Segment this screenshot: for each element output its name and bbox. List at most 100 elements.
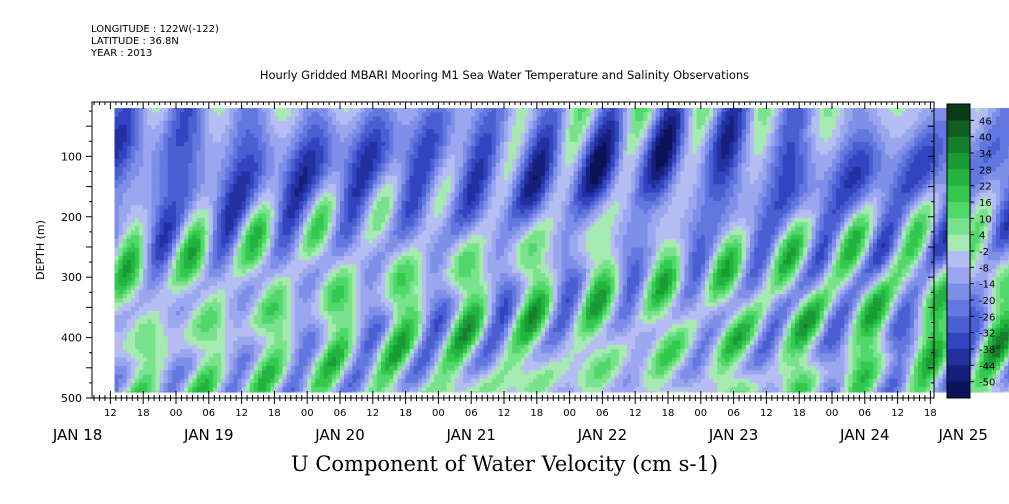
heatmap-cell — [196, 315, 202, 321]
heatmap-cell — [385, 179, 390, 185]
heatmap-cell — [171, 247, 177, 253]
heatmap-cell — [221, 141, 226, 147]
heatmap-cell — [249, 222, 255, 228]
heatmap-cell — [294, 230, 300, 236]
heatmap-cell — [344, 382, 349, 388]
heatmap-cell — [204, 319, 210, 325]
heatmap-cell — [176, 315, 181, 321]
heatmap-cell — [126, 268, 132, 274]
heatmap-cell — [290, 247, 296, 253]
heatmap-cell — [139, 387, 144, 392]
heatmap-cell — [303, 222, 308, 228]
heatmap-cell — [262, 239, 267, 244]
heatmap-cell — [159, 226, 165, 232]
heatmap-cell — [278, 370, 284, 376]
heatmap-cell — [237, 179, 243, 185]
heatmap-cell — [151, 163, 157, 168]
heatmap-cell — [155, 323, 161, 329]
heatmap-cell — [381, 129, 386, 135]
heatmap-cell — [266, 108, 271, 113]
heatmap-cell — [118, 268, 124, 274]
heatmap-cell — [360, 188, 366, 194]
heatmap-cell — [176, 239, 181, 244]
heatmap-cell — [241, 264, 247, 270]
heatmap-cell — [364, 268, 370, 274]
heatmap-cell — [221, 391, 226, 393]
heatmap-cell — [200, 205, 206, 211]
heatmap-cell — [258, 116, 263, 122]
heatmap-cell — [155, 230, 161, 236]
heatmap-cell — [381, 150, 386, 156]
heatmap-cell — [233, 365, 239, 371]
heatmap-cell — [135, 340, 140, 346]
heatmap-cell — [192, 108, 198, 113]
heatmap-cell — [372, 184, 378, 189]
heatmap-cell — [327, 213, 333, 219]
heatmap-cell — [352, 239, 357, 244]
heatmap-cell — [233, 163, 239, 168]
heatmap-cell — [245, 332, 251, 337]
heatmap-cell — [307, 108, 312, 113]
heatmap-cell — [139, 184, 144, 189]
heatmap-cell — [262, 226, 267, 232]
heatmap-cell — [176, 192, 181, 198]
heatmap-cell — [270, 251, 275, 257]
heatmap-cell — [360, 294, 366, 299]
heatmap-cell — [143, 251, 148, 257]
heatmap-cell — [200, 137, 206, 143]
heatmap-cell — [241, 374, 247, 380]
heatmap-cell — [167, 378, 173, 384]
heatmap-cell — [118, 281, 124, 287]
heatmap-cell — [204, 158, 210, 164]
heatmap-cell — [401, 184, 407, 189]
heatmap-cell — [282, 205, 288, 211]
heatmap-cell — [364, 150, 370, 156]
heatmap-cell — [364, 315, 370, 321]
heatmap-cell — [409, 247, 415, 253]
heatmap-cell — [274, 188, 280, 194]
heatmap-cell — [335, 201, 341, 206]
heatmap-cell — [188, 260, 193, 266]
heatmap-cell — [356, 154, 362, 160]
heatmap-cell — [163, 302, 169, 308]
heatmap-cell — [360, 163, 366, 168]
heatmap-cell — [114, 196, 120, 202]
heatmap-cell — [286, 391, 292, 393]
heatmap-cell — [147, 129, 152, 135]
heatmap-cell — [348, 234, 353, 240]
heatmap-cell — [192, 112, 198, 118]
heatmap-cell — [262, 268, 267, 274]
heatmap-cell — [286, 289, 292, 295]
heatmap-cell — [381, 353, 386, 359]
heatmap-cell — [372, 201, 378, 206]
heatmap-cell — [299, 108, 304, 113]
heatmap-cell — [245, 226, 251, 232]
heatmap-cell — [221, 281, 226, 287]
heatmap-cell — [315, 230, 321, 236]
heatmap-cell — [360, 116, 366, 122]
heatmap-cell — [188, 374, 193, 380]
heatmap-cell — [126, 137, 132, 143]
heatmap-cell — [397, 336, 403, 342]
heatmap-cell — [188, 298, 193, 304]
heatmap-cell — [331, 217, 337, 223]
heatmap-cell — [344, 361, 349, 367]
heatmap-cell — [331, 319, 337, 325]
heatmap-cell — [221, 289, 226, 295]
heatmap-cell — [225, 281, 230, 287]
heatmap-cell — [204, 315, 210, 321]
heatmap-cell — [348, 353, 353, 359]
heatmap-cell — [167, 213, 173, 219]
heatmap-cell — [405, 158, 411, 164]
heatmap-cell — [409, 336, 415, 342]
heatmap-cell — [130, 365, 136, 371]
heatmap-cell — [348, 374, 353, 380]
heatmap-cell — [286, 184, 292, 189]
heatmap-cell — [167, 365, 173, 371]
heatmap-cell — [327, 247, 333, 253]
heatmap-cell — [114, 365, 120, 371]
heatmap-cell — [122, 129, 128, 135]
heatmap-cell — [167, 387, 173, 392]
heatmap-cell — [356, 141, 362, 147]
heatmap-cell — [352, 349, 357, 354]
